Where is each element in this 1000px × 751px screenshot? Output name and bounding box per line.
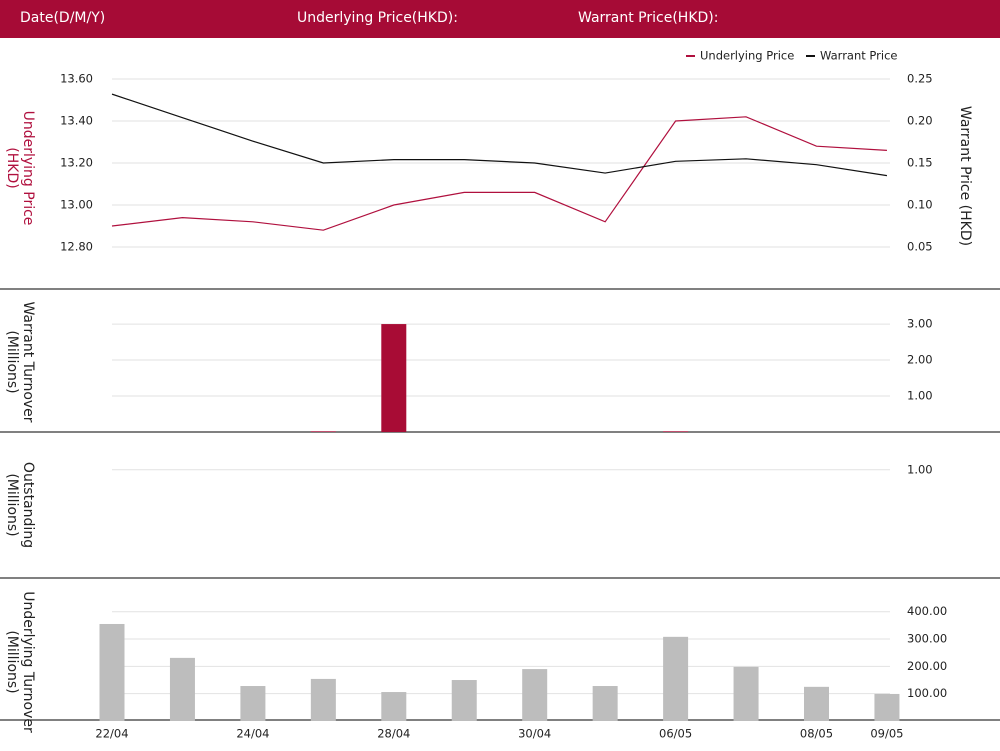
bar [240,686,266,721]
header-bar: Date(D/M/Y) Underlying Price(HKD): Warra… [0,0,1000,38]
x-tick-label: 08/05 [800,727,833,741]
y2-tick-label: 0.05 [907,240,933,254]
bar [592,686,618,721]
bar [663,636,689,721]
bar [99,623,125,721]
bar [169,657,195,721]
x-tick-label: 28/04 [377,727,410,741]
y2-tick-label: 1.00 [907,389,933,403]
line-series [111,93,888,177]
x-tick-label: 22/04 [95,727,128,741]
bar [310,678,336,721]
header-date: Date(D/M/Y) [20,10,106,26]
y-tick-label: 12.80 [60,240,93,254]
bar [804,686,829,721]
y-tick-label: 13.00 [60,198,93,212]
y2-tick-label: 3.00 [907,317,933,331]
y-tick-label: 13.20 [60,156,93,170]
axis-title: Warrant Price (HKD) [957,105,973,247]
y2-tick-label: 2.00 [907,353,933,367]
bar [310,431,336,432]
x-tick-label: 30/04 [518,727,551,741]
bar [663,431,689,432]
y2-tick-label: 0.10 [907,198,933,212]
y2-tick-label: 400.00 [907,604,947,618]
axis-title: Warrant Turnover (Millions) [4,301,36,423]
line-series [111,116,887,231]
y2-tick-label: 300.00 [907,632,947,646]
axis-title: Outstanding (Millions) [4,461,36,549]
y2-tick-label: 0.15 [907,156,933,170]
x-tick-label: 06/05 [659,727,692,741]
legend-label: Warrant Price [820,49,898,63]
bar [733,666,759,721]
legend-label: Underlying Price [700,49,794,63]
y2-tick-label: 0.25 [907,72,933,86]
y2-tick-label: 100.00 [907,686,947,700]
bar [451,680,477,721]
bar [381,324,407,432]
y2-tick-label: 1.00 [907,462,933,476]
y2-tick-label: 0.20 [907,114,933,128]
x-tick-label: 09/05 [870,727,903,741]
header-warrant: Warrant Price(HKD): [578,10,719,26]
bar [522,669,548,721]
bar [381,692,407,721]
y-tick-label: 13.60 [60,72,93,86]
axis-title: Underlying Turnover (Millions) [4,591,36,733]
bar [874,693,900,721]
x-tick-label: 24/04 [236,727,269,741]
header-underlying: Underlying Price(HKD): [297,10,458,26]
y-tick-label: 13.40 [60,114,93,128]
y2-tick-label: 200.00 [907,659,947,673]
axis-title: Underlying Price (HKD) [4,110,36,226]
